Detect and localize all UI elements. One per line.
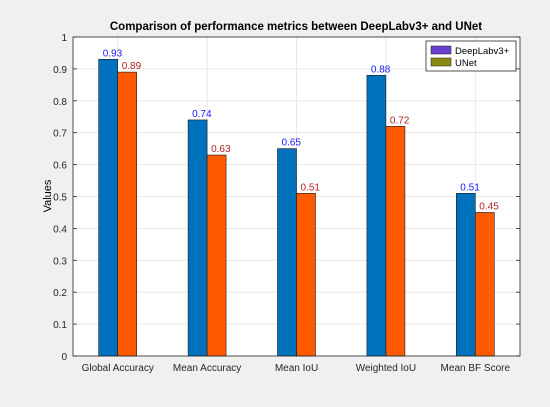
bar-unet bbox=[206, 154, 227, 357]
legend-label: DeepLabv3+ bbox=[455, 46, 510, 57]
bar-value-label: 0.88 bbox=[371, 64, 391, 75]
bar-value-label: 0.51 bbox=[301, 182, 321, 193]
bar-deeplabv3plus bbox=[366, 74, 387, 357]
x-axis-ticks: Global Accuracy Mean Accuracy Mean IoU Weig… bbox=[82, 352, 511, 374]
y-axis-ticks: 0 0.1 0.2 0.3 0.4 0.5 0.6 0.7 0.8 0.9 1 bbox=[53, 33, 520, 363]
bar-deeplabv3plus bbox=[455, 193, 476, 357]
legend-label: UNet bbox=[455, 58, 477, 69]
y-tick-label: 0.4 bbox=[53, 224, 67, 235]
y-tick-label: 1 bbox=[61, 33, 67, 44]
bar-deeplabv3plus bbox=[187, 119, 208, 357]
bar-value-label: 0.74 bbox=[192, 109, 212, 120]
bar-value-label: 0.72 bbox=[390, 115, 410, 126]
bar-deeplabv3plus bbox=[98, 59, 118, 357]
y-tick-label: 0.5 bbox=[53, 193, 67, 204]
y-axis-label: Values bbox=[42, 179, 54, 212]
bar-value-label: 0.89 bbox=[122, 61, 142, 72]
bar-value-label: 0.65 bbox=[282, 138, 302, 149]
bars bbox=[98, 59, 495, 357]
bar-unet bbox=[296, 193, 316, 357]
y-tick-label: 0.6 bbox=[53, 161, 67, 172]
legend-swatch bbox=[430, 57, 452, 67]
bar-unet bbox=[385, 126, 406, 357]
bar-unet bbox=[474, 212, 495, 357]
bar-value-label: 0.51 bbox=[460, 182, 480, 193]
y-tick-label: 0.2 bbox=[53, 288, 67, 299]
legend: DeepLabv3+UNet bbox=[425, 40, 517, 72]
y-tick-label: 0.7 bbox=[53, 129, 67, 140]
bar-value-label: 0.93 bbox=[103, 48, 123, 59]
x-tick-label: Mean Accuracy bbox=[173, 363, 241, 374]
bar-value-label: 0.63 bbox=[211, 144, 231, 155]
y-tick-label: 0.8 bbox=[53, 97, 67, 108]
value-labels: 0.93 0.89 0.74 0.63 0.65 0.51 0.88 0.72 0.51 0.45 bbox=[103, 48, 500, 212]
bar-value-label: 0.45 bbox=[479, 201, 499, 212]
legend-swatch bbox=[430, 45, 452, 55]
x-tick-label: Weighted IoU bbox=[356, 363, 416, 374]
y-tick-label: 0.1 bbox=[53, 320, 67, 331]
x-tick-label: Global Accuracy bbox=[82, 363, 154, 374]
chart-title: Comparison of performance metrics betwee… bbox=[110, 21, 482, 33]
bar-unet bbox=[117, 71, 137, 357]
bar-deeplabv3plus bbox=[277, 148, 297, 357]
x-tick-label: Mean IoU bbox=[275, 363, 318, 374]
y-tick-label: 0 bbox=[61, 352, 67, 363]
x-tick-label: Mean BF Score bbox=[441, 363, 511, 374]
y-tick-label: 0.9 bbox=[53, 65, 67, 76]
y-tick-label: 0.3 bbox=[53, 256, 67, 267]
